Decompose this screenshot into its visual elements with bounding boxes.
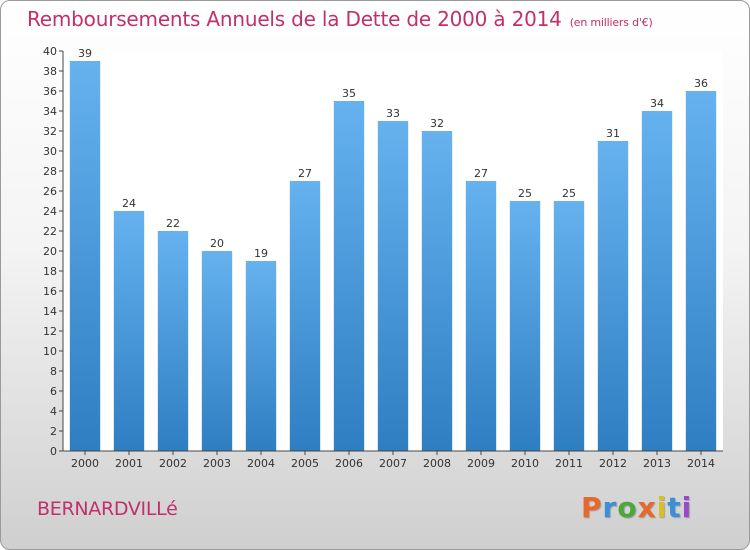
bar-value-label: 33 [386, 107, 400, 120]
x-tick-label: 2008 [423, 457, 451, 470]
y-tick-label: 10 [43, 345, 57, 358]
bar-2014 [685, 91, 717, 451]
y-tick-label: 6 [50, 385, 57, 398]
y-tick-label: 12 [43, 325, 57, 338]
x-tick-label: 2002 [159, 457, 187, 470]
bar-value-label: 36 [694, 77, 708, 90]
bar-value-label: 35 [342, 87, 356, 100]
x-tick-label: 2007 [379, 457, 407, 470]
y-tick-label: 2 [50, 425, 57, 438]
logo-letter: P [581, 491, 603, 524]
logo-letter: r [602, 491, 618, 524]
y-tick-label: 14 [43, 305, 57, 318]
logo-letter: i [656, 491, 668, 524]
bar-2005 [289, 181, 321, 451]
x-tick-label: 2006 [335, 457, 363, 470]
chart-title: Remboursements Annuels de la Dette de 20… [27, 7, 653, 31]
logo-letter: o [617, 491, 638, 524]
unit-note: (en milliers d'€) [569, 16, 653, 29]
x-tick-label: 2011 [555, 457, 583, 470]
x-tick-label: 2012 [599, 457, 627, 470]
x-tick-label: 2013 [643, 457, 671, 470]
bar-2012 [597, 141, 629, 451]
y-tick-label: 8 [50, 365, 57, 378]
bar-2006 [333, 101, 365, 451]
bar-value-label: 25 [518, 187, 532, 200]
y-tick-label: 0 [50, 445, 57, 458]
bar-2003 [201, 251, 233, 451]
y-tick-label: 34 [43, 105, 57, 118]
bar-value-label: 39 [78, 47, 92, 60]
bar-value-label: 22 [166, 217, 180, 230]
x-tick-label: 2000 [71, 457, 99, 470]
bar-2001 [113, 211, 145, 451]
bar-value-label: 27 [474, 167, 488, 180]
bar-2000 [69, 61, 101, 451]
y-tick-label: 22 [43, 225, 57, 238]
y-tick-label: 20 [43, 245, 57, 258]
x-tick-label: 2003 [203, 457, 231, 470]
logo-letter: t [667, 491, 682, 524]
bar-value-label: 27 [298, 167, 312, 180]
proxiti-logo: Proxiti [581, 491, 692, 524]
y-tick-label: 36 [43, 85, 57, 98]
logo-letter: i [681, 491, 693, 524]
bar-2008 [421, 131, 453, 451]
title-text: Remboursements Annuels de la Dette de 20… [27, 7, 562, 31]
y-tick-label: 24 [43, 205, 57, 218]
bar-value-label: 31 [606, 127, 620, 140]
city-name: BERNARDVILLé [37, 498, 178, 520]
bars-group: 39 24 22 20 19 27 35 33 32 27 25 25 31 34 36 [69, 47, 717, 451]
bar-value-label: 19 [254, 247, 268, 260]
y-tick-label: 40 [43, 45, 57, 58]
bar-2002 [157, 231, 189, 451]
bar-2009 [465, 181, 497, 451]
y-tick-label: 4 [50, 405, 57, 418]
x-tick-label: 2010 [511, 457, 539, 470]
bar-2007 [377, 121, 409, 451]
x-tick-label: 2009 [467, 457, 495, 470]
x-tick-label: 2004 [247, 457, 275, 470]
bar-2004 [245, 261, 277, 451]
y-tick-label: 18 [43, 265, 57, 278]
bar-value-label: 20 [210, 237, 224, 250]
x-axis: 2000 2001 2002 2003 2004 2005 2006 2007 2008 2009… [63, 450, 723, 470]
x-tick-label: 2014 [687, 457, 715, 470]
logo-letter: x [637, 491, 657, 524]
bar-value-label: 34 [650, 97, 664, 110]
x-tick-label: 2005 [291, 457, 319, 470]
bar-value-label: 32 [430, 117, 444, 130]
bar-value-label: 24 [122, 197, 136, 210]
bar-2010 [509, 201, 541, 451]
y-tick-label: 30 [43, 145, 57, 158]
bar-2011 [553, 201, 585, 451]
x-tick-label: 2001 [115, 457, 143, 470]
y-tick-label: 28 [43, 165, 57, 178]
y-tick-label: 26 [43, 185, 57, 198]
bar-value-label: 25 [562, 187, 576, 200]
y-tick-label: 16 [43, 285, 57, 298]
y-tick-label: 32 [43, 125, 57, 138]
y-tick-label: 38 [43, 65, 57, 78]
bar-2013 [641, 111, 673, 451]
